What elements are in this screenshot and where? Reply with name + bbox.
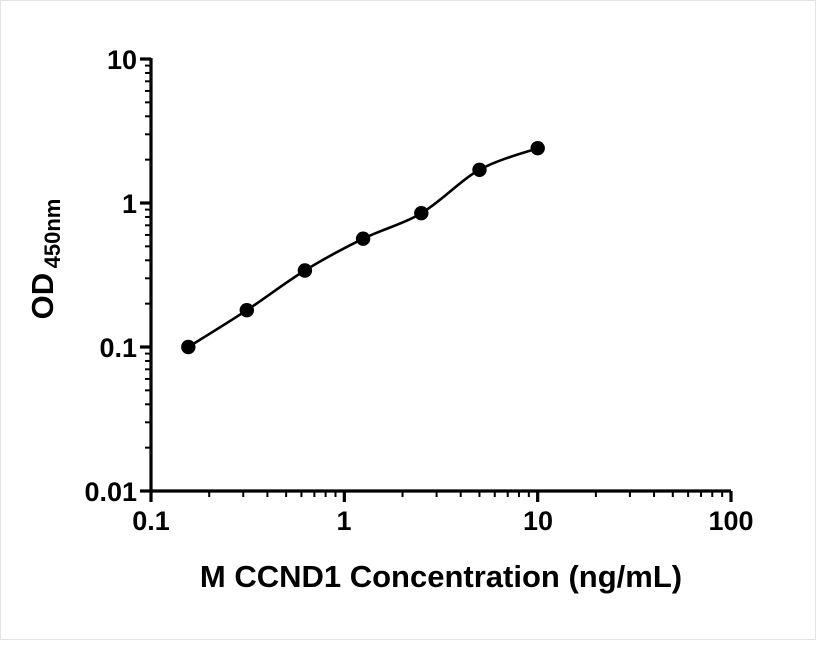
- y-axis-title-main: OD: [25, 273, 60, 320]
- data-point: [297, 263, 313, 278]
- y-tick-label: 0.01: [84, 477, 137, 507]
- y-axis-title-subscript: 450nm: [40, 199, 65, 269]
- axis-ticks: [140, 57, 733, 502]
- data-point: [530, 141, 545, 156]
- data-point: [181, 339, 196, 355]
- plot-area: [181, 141, 545, 355]
- axis-lines: [149, 58, 731, 493]
- x-tick-label: 10: [523, 506, 553, 536]
- x-tick-label: 100: [708, 506, 753, 536]
- y-tick-label: 0.1: [99, 333, 137, 363]
- y-tick-label: 10: [107, 45, 137, 75]
- data-point: [414, 206, 429, 221]
- x-tick-label: 0.1: [132, 506, 170, 536]
- data-point: [355, 231, 371, 246]
- x-axis-title: M CCND1 Concentration (ng/mL): [200, 559, 682, 594]
- data-point: [472, 162, 487, 177]
- fit-curve: [187, 146, 539, 349]
- y-tick-label: 1: [122, 189, 137, 219]
- y-axis-title: OD 450nm: [25, 199, 65, 320]
- data-point: [239, 303, 254, 318]
- x-tick-label: 1: [336, 506, 351, 536]
